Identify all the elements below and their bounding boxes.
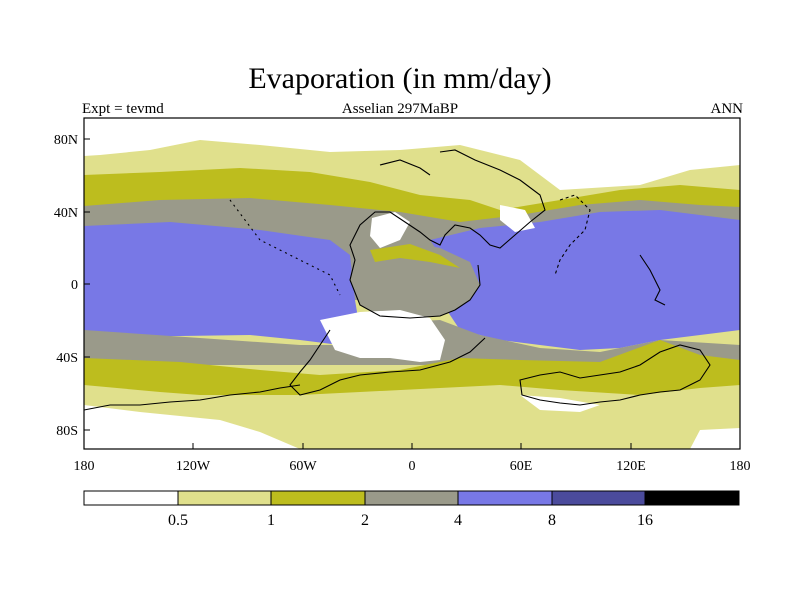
colorbar-label: 8 [548, 512, 556, 529]
x-tick-label: 60W [289, 459, 317, 474]
south-polar-east-region [690, 428, 740, 449]
colorbar-swatch [178, 491, 271, 505]
y-tick-label: 0 [71, 278, 78, 293]
colorbar-swatch [84, 491, 178, 505]
colorbar-label: 2 [361, 512, 369, 529]
x-tick-label: 60E [510, 459, 533, 474]
x-tick-label: 0 [409, 459, 416, 474]
colorbar-swatch [271, 491, 365, 505]
y-axis-labels: 80N 40N 0 40S 80S [54, 133, 78, 439]
map-field [84, 118, 740, 449]
y-tick-label: 80S [56, 424, 78, 439]
north-desert-region [370, 212, 410, 248]
colorbar-frame [83, 490, 740, 506]
colorbar: 0.5 1 2 4 8 16 [83, 490, 740, 529]
colorbar-label: 4 [454, 512, 462, 529]
colorbar-label: 16 [637, 512, 653, 529]
y-tick-label: 80N [54, 133, 78, 148]
south-east-coast [519, 344, 711, 406]
tropical-east-high-band [430, 210, 740, 350]
season-label: ANN [710, 101, 744, 117]
east-island-arc [554, 194, 591, 276]
y-tick-label: 40S [56, 351, 78, 366]
north-low-region [84, 118, 740, 190]
x-tick-label: 120E [616, 459, 646, 474]
colorbar-label: 0.5 [168, 512, 188, 529]
north-continent-region [440, 150, 540, 225]
x-axis-labels: 180 120W 60W 0 60E 120E 180 [74, 459, 751, 474]
colorbar-swatch [645, 491, 739, 505]
pangea-north-coast [349, 149, 546, 319]
pangea-north-edge [370, 244, 460, 268]
period-label: Asselian 297MaBP [341, 101, 459, 117]
coastlines [83, 149, 711, 411]
tick-marks [83, 138, 741, 449]
south-polar-coast [83, 384, 301, 411]
east-islands [639, 254, 666, 306]
experiment-label: Expt = tevmd [82, 101, 164, 117]
x-tick-label: 180 [730, 459, 751, 474]
south-polar-west-region [84, 405, 300, 449]
tropical-west-high-band [84, 222, 360, 345]
north-coast-fragment [379, 159, 431, 176]
south-desert-region [320, 310, 445, 362]
x-tick-label: 180 [74, 459, 95, 474]
plot-title: Evaporation (in mm/day) [248, 62, 552, 95]
y-tick-label: 40N [54, 206, 78, 221]
colorbar-label: 1 [267, 512, 275, 529]
pangea-south-coast [289, 329, 486, 396]
x-tick-label: 120W [176, 459, 211, 474]
colorbar-swatch [552, 491, 645, 505]
colorbar-swatch [365, 491, 458, 505]
south-olive-band [84, 340, 740, 395]
colorbar-swatch [458, 491, 552, 505]
